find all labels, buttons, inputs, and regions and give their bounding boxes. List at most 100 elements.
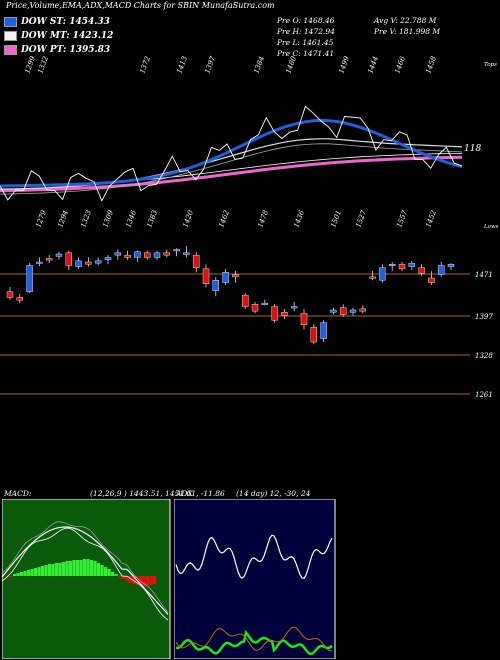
- price-line: [0, 105, 463, 202]
- macd-bar: [132, 576, 136, 584]
- macd-bar: [27, 570, 31, 576]
- macd-bar: [83, 559, 87, 576]
- candle-body: [428, 277, 435, 283]
- stat-pre-volume: Pre V: 181.998 M: [374, 27, 441, 36]
- candle-body: [134, 251, 141, 258]
- ema-pt-line: [0, 155, 463, 193]
- candle-body: [212, 280, 220, 291]
- price-gridlines: [0, 273, 470, 395]
- macd-bar: [118, 576, 122, 577]
- legend-label: DOW PT: 1395.83: [21, 45, 111, 55]
- bottom-label: 1346: [124, 209, 138, 229]
- macd-bar: [125, 576, 129, 581]
- macd-bar: [149, 576, 153, 585]
- top-label: 1444: [366, 55, 380, 74]
- bottom-label: 1323: [79, 209, 93, 229]
- macd-lines: [2, 521, 169, 621]
- macd-bar: [76, 560, 80, 576]
- macd-bar: [48, 564, 52, 576]
- macd-bar: [20, 572, 24, 576]
- price-tick-label: 1397: [475, 313, 493, 321]
- macd-panel-bg: [2, 499, 171, 659]
- macd-bar: [58, 563, 62, 576]
- bottom-label: 1279: [34, 209, 48, 229]
- candle-body: [418, 267, 425, 274]
- bottom-label: 1501: [329, 209, 343, 228]
- candle-body: [163, 252, 171, 256]
- top-label: 1480: [284, 55, 298, 75]
- macd-bar: [104, 567, 108, 576]
- candle-body: [447, 264, 455, 267]
- ema-lines: [0, 105, 463, 202]
- adx-label: ADX: [176, 489, 193, 498]
- bottom-label: 1420: [181, 209, 195, 229]
- price-tick-label: 1471: [475, 271, 493, 279]
- legend-label: DOW ST: 1454.33: [21, 17, 110, 27]
- macd-line: [2, 526, 169, 615]
- candle-body: [192, 254, 200, 268]
- di-plus-line: [175, 629, 333, 656]
- stat-avg-volume: Avg V: 22.788 M: [374, 16, 437, 25]
- candle-body: [340, 307, 347, 315]
- ema-mt2-line: [0, 143, 463, 195]
- candle-body: [330, 309, 337, 313]
- macd-bar: [97, 563, 101, 576]
- legend-label: DOW MT: 1423.12: [21, 31, 114, 41]
- candle-body: [369, 276, 376, 279]
- bottom-label: 1478: [256, 209, 270, 229]
- macd-bar: [111, 572, 115, 576]
- macd-bar: [51, 564, 55, 576]
- macd-bar: [139, 576, 143, 585]
- legend-swatch-white: [4, 31, 17, 41]
- price-axis-labels: 1471 1397 1328 1261: [475, 271, 493, 399]
- adx-values: (14 day) 12, -30, 24: [236, 489, 311, 498]
- bottom-label: 1557: [395, 209, 409, 229]
- top-label: 1499: [337, 55, 351, 75]
- candle-body: [6, 291, 14, 298]
- macd-bar: [62, 562, 66, 576]
- legend-item-dow-mt: DOW MT: 1423.12: [4, 31, 113, 41]
- adx-panel-bg: [174, 499, 336, 659]
- adx-panel: [174, 499, 336, 659]
- macd-bar: [121, 576, 125, 579]
- candle-body: [241, 294, 249, 307]
- price-tick-label: 1328: [475, 352, 493, 360]
- macd-bar: [9, 576, 13, 577]
- bottom-labels: 1279 1294 1323 1309 1346 1383 1420 1462 1478 1436…: [34, 209, 438, 229]
- adx-line: [175, 534, 333, 579]
- macd-bar: [107, 569, 111, 576]
- di-minus-line: [175, 626, 333, 652]
- bottom-label: 1309: [101, 209, 115, 229]
- candle-body: [389, 264, 396, 266]
- macd-label: MACD:: [4, 489, 32, 498]
- candle-body: [65, 252, 73, 266]
- candlesticks: [6, 246, 455, 345]
- candle-body: [124, 254, 131, 258]
- candle-body: [359, 308, 366, 312]
- candle-body: [183, 252, 190, 255]
- candle-body: [202, 268, 210, 284]
- candle-body: [300, 313, 308, 326]
- candle-body: [153, 252, 161, 258]
- candle-body: [173, 249, 180, 252]
- ema-mt-line: [0, 138, 463, 190]
- candle-body: [55, 253, 63, 257]
- macd-bar: [128, 576, 132, 583]
- candle-body: [408, 262, 415, 267]
- candle-body: [379, 267, 386, 281]
- legend-swatch-pink: [4, 45, 17, 55]
- price-chart: 1299 1332 1372 1413 1397 1384 1480 1499 1444 1466…: [0, 55, 499, 399]
- macd-bar: [13, 574, 17, 576]
- candle-body: [271, 306, 278, 321]
- candle-body: [310, 326, 317, 343]
- candle-body: [398, 264, 406, 270]
- macd-bar: [153, 576, 157, 584]
- candle-body: [222, 272, 229, 283]
- bottom-label: 1294: [56, 209, 70, 228]
- top-label: 1384: [252, 55, 266, 74]
- macd-bar: [114, 574, 118, 576]
- macd-bar: [69, 561, 73, 576]
- tops-label: Tops: [484, 62, 497, 68]
- macd-bar: [55, 563, 59, 576]
- macd-bar: [23, 571, 27, 576]
